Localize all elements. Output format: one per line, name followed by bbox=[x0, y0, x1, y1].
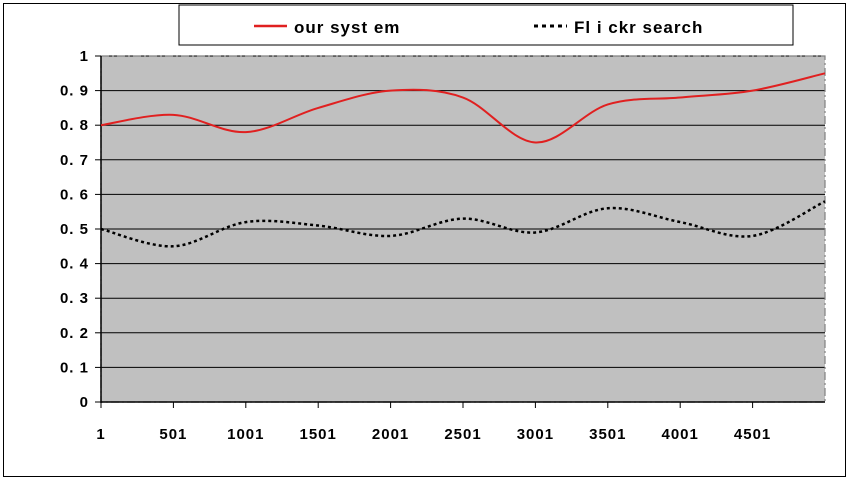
y-tick-label: 0. 8 bbox=[60, 117, 89, 134]
x-tick-label: 3001 bbox=[517, 426, 554, 443]
y-tick-label: 0. 6 bbox=[60, 186, 89, 203]
x-tick-label: 2501 bbox=[444, 426, 481, 443]
y-tick-label: 0. 1 bbox=[60, 359, 89, 376]
y-tick-label: 1 bbox=[80, 48, 89, 65]
y-tick-label: 0. 4 bbox=[60, 256, 89, 273]
y-tick-label: 0. 9 bbox=[60, 83, 89, 100]
x-tick-label: 1001 bbox=[227, 426, 264, 443]
legend-label-flickr-search: Fl i ckr search bbox=[574, 18, 703, 37]
series-line-flickr-search bbox=[100, 200, 826, 248]
series-line-our-system bbox=[100, 72, 826, 144]
x-tick-label: 1501 bbox=[300, 426, 337, 443]
legend-label-our-system: our syst em bbox=[294, 18, 400, 37]
x-tick-label: 501 bbox=[159, 426, 187, 443]
y-tick-label: 0. 3 bbox=[60, 290, 89, 307]
y-tick-label: 0. 5 bbox=[60, 221, 89, 238]
y-tick-label: 0. 7 bbox=[60, 152, 89, 169]
y-tick-label: 0 bbox=[80, 394, 89, 411]
x-tick-label: 2001 bbox=[372, 426, 409, 443]
x-tick-label: 4001 bbox=[662, 426, 699, 443]
x-tick-label: 3501 bbox=[589, 426, 626, 443]
x-tick-label: 1 bbox=[96, 426, 105, 443]
y-tick-label: 0. 2 bbox=[60, 325, 89, 342]
x-tick-label: 4501 bbox=[734, 426, 771, 443]
